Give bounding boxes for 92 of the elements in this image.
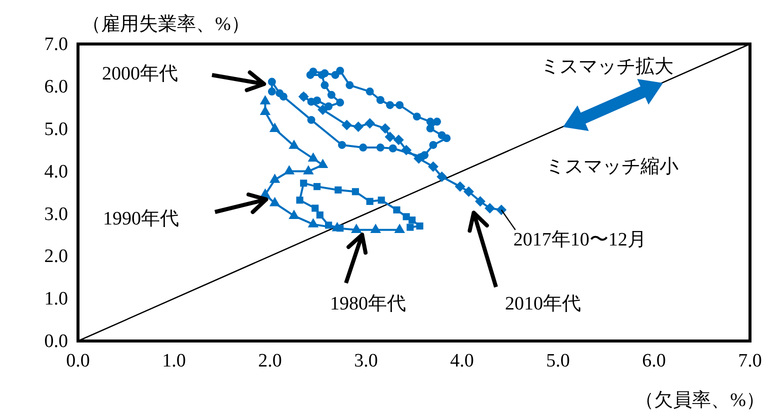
point — [312, 204, 319, 212]
point — [260, 95, 271, 104]
point — [279, 92, 288, 101]
x-tick-label: 2.0 — [258, 350, 282, 372]
point — [336, 98, 344, 107]
point — [317, 158, 328, 168]
point — [433, 118, 442, 126]
point — [378, 196, 385, 204]
x-axis-title: （欠員率、%） — [635, 389, 765, 411]
y-tick-label: 1.0 — [44, 288, 68, 310]
point — [364, 118, 376, 129]
point — [396, 101, 404, 110]
y-tick-label: 5.0 — [44, 118, 68, 140]
point — [296, 196, 304, 204]
point — [401, 144, 412, 156]
point — [342, 120, 352, 130]
point — [386, 101, 394, 110]
point — [412, 112, 421, 121]
point — [353, 121, 364, 132]
point — [318, 104, 328, 116]
point — [300, 180, 308, 187]
point — [429, 141, 438, 149]
point — [436, 172, 448, 182]
point — [288, 210, 300, 219]
point — [359, 144, 368, 152]
point — [438, 131, 446, 140]
point — [307, 116, 316, 124]
x-tick-label: 5.0 — [546, 350, 570, 372]
point — [268, 88, 276, 96]
y-tick-label: 2.0 — [44, 246, 68, 268]
point — [393, 134, 404, 146]
point — [306, 70, 314, 79]
point — [268, 78, 276, 86]
point — [352, 188, 359, 196]
annotation: 1980年代 — [330, 293, 406, 314]
point — [406, 224, 414, 231]
point — [463, 186, 474, 197]
x-tick-label: 3.0 — [354, 350, 378, 372]
point — [269, 196, 280, 206]
x-tick-label: 6.0 — [642, 350, 666, 372]
x-tick-label: 4.0 — [450, 350, 474, 372]
y-tick-label: 6.0 — [44, 76, 68, 98]
point — [380, 123, 390, 134]
point — [394, 224, 405, 233]
point — [284, 165, 295, 174]
point — [346, 81, 354, 90]
annotation: ミスマッチ拡大 — [540, 56, 674, 78]
point — [366, 88, 374, 96]
point — [370, 224, 381, 233]
point — [314, 183, 321, 190]
point — [420, 151, 429, 160]
x-tick-label: 7.0 — [738, 350, 762, 372]
point — [416, 222, 424, 230]
point — [366, 198, 374, 205]
annotation: 2017年10〜12月 — [513, 229, 646, 250]
point — [428, 161, 438, 172]
y-tick-label: 7.0 — [44, 34, 68, 56]
point — [376, 96, 384, 104]
point — [475, 196, 486, 207]
annotation: 1990年代 — [103, 208, 179, 230]
point — [318, 70, 326, 79]
y-tick-label: 0.0 — [44, 331, 68, 352]
point — [376, 144, 384, 152]
point — [426, 118, 434, 126]
point — [484, 202, 496, 214]
y-tick-label: 3.0 — [44, 204, 68, 225]
point — [393, 206, 400, 214]
y-tick-label: 4.0 — [44, 161, 68, 182]
point — [338, 141, 346, 149]
point — [454, 181, 466, 192]
point — [384, 132, 396, 142]
point — [288, 140, 300, 149]
point — [426, 124, 434, 132]
point — [320, 81, 329, 90]
y-axis-title: （雇用失業率、%） — [82, 13, 250, 35]
x-tick-label: 1.0 — [162, 350, 186, 372]
point — [408, 216, 416, 224]
point — [269, 122, 280, 132]
point — [334, 186, 342, 194]
point — [308, 218, 319, 228]
annotation: 2010年代 — [505, 293, 581, 314]
annotation: 2000年代 — [102, 63, 178, 84]
point — [327, 90, 336, 99]
point — [269, 174, 280, 183]
annotation: ミスマッチ縮小 — [546, 156, 678, 178]
point — [308, 152, 319, 162]
point — [331, 70, 340, 79]
point — [351, 224, 362, 233]
x-tick-label: 0.0 — [66, 350, 90, 372]
point — [388, 144, 397, 152]
point — [303, 165, 314, 174]
point — [316, 211, 324, 219]
